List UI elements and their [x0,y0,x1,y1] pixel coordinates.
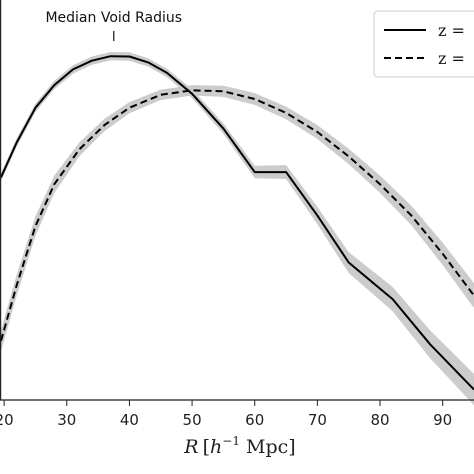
x-tick-label: 80 [370,411,389,429]
legend: z = z = [373,10,474,78]
error-band-solid [1,52,474,406]
x-ticks: 20 30 40 50 60 70 80 90 [0,400,452,429]
legend-label-dashed: z = [438,49,465,68]
x-tick-label: 60 [245,411,264,429]
series-lines [0,55,474,391]
x-axis-label: R [h−1 Mpc] [183,434,295,458]
series-line-solid [0,55,474,391]
median-void-radius-annotation: Median Void Radius [45,10,182,41]
x-tick-label: 90 [433,411,452,429]
x-tick-label: 50 [183,411,202,429]
legend-label-solid: z = [438,21,465,40]
x-tick-label: 20 [0,411,14,429]
median-void-radius-label: Median Void Radius [45,10,182,26]
x-tick-label: 70 [308,411,327,429]
legend-box [373,10,474,78]
x-tick-label: 40 [120,411,139,429]
axes [0,0,474,401]
series-line-dashed [0,89,474,342]
error-bands [1,52,474,406]
x-tick-label: 30 [57,411,76,429]
